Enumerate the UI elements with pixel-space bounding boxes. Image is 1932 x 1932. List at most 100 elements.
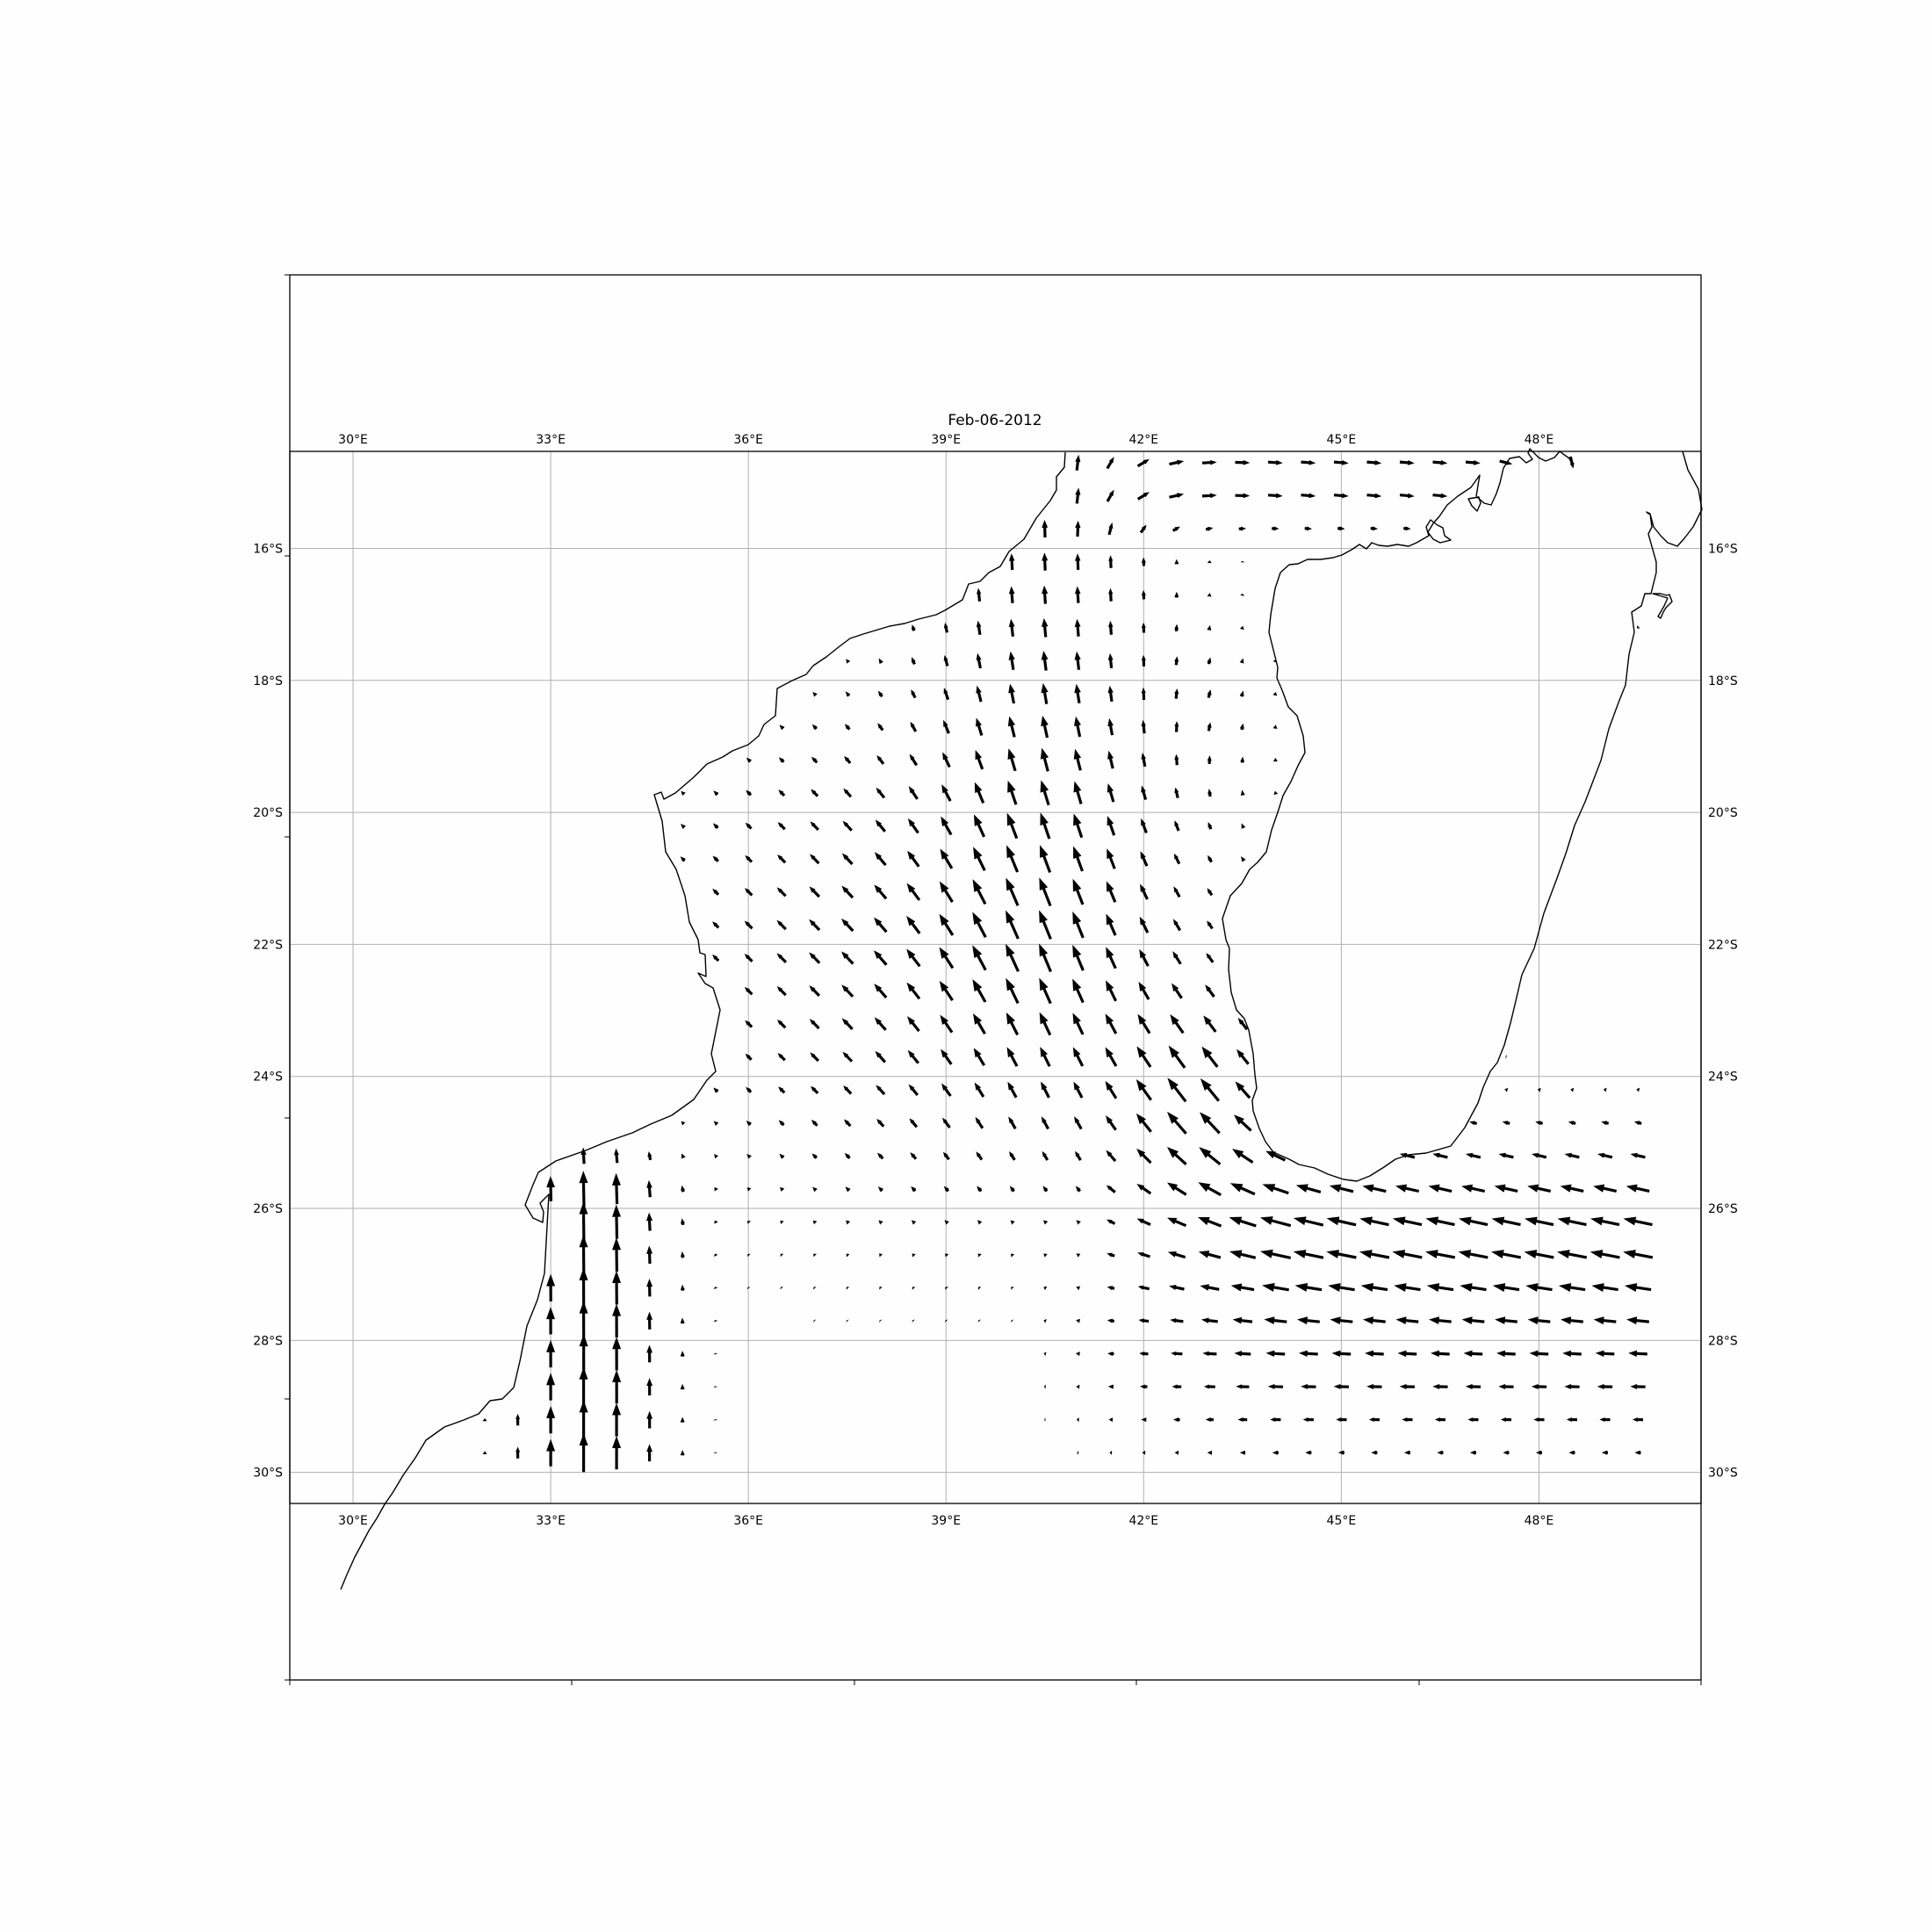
current-arrow [713,1386,718,1388]
current-arrow [1076,1286,1081,1291]
current-arrow [1073,1081,1084,1099]
current-arrow [614,1148,619,1164]
current-arrow [1207,920,1214,930]
current-arrow [1336,1417,1347,1423]
current-arrow [1207,888,1214,897]
current-arrow [811,1153,818,1159]
current-arrow [813,1287,817,1290]
current-arrow [1006,977,1020,1005]
current-arrow [877,690,883,698]
current-arrow [1167,1078,1187,1103]
current-arrow [907,1049,919,1064]
current-arrow [746,789,753,797]
current-arrow [1359,1216,1389,1227]
current-arrow [1141,622,1146,633]
current-arrow [811,756,818,764]
current-arrow [1006,877,1020,906]
current-arrow [680,1351,685,1357]
current-arrow [1399,1152,1416,1159]
current-arrow [811,1085,819,1095]
current-arrow [1006,1047,1019,1067]
current-arrow [744,888,753,897]
current-arrow [1174,656,1179,666]
current-arrow [1141,785,1148,801]
current-arrow [1557,1216,1587,1227]
current-arrow [1139,524,1147,534]
current-arrow [943,1186,950,1193]
current-arrow [1623,1216,1653,1227]
current-arrow [1329,1184,1354,1193]
current-arrow [1272,526,1280,531]
current-arrow [612,1204,622,1239]
current-arrow [713,1287,718,1290]
current-arrow [1208,822,1213,830]
current-arrow [1535,1121,1544,1126]
current-arrow [1173,853,1181,865]
lat-label-right: 22°S [1708,938,1738,952]
current-arrow [777,1053,786,1062]
current-arrow [1073,748,1082,771]
current-arrow [1167,1251,1186,1259]
current-arrow [1503,1450,1510,1455]
current-arrow [1142,1450,1146,1455]
current-arrow [1174,1450,1179,1455]
current-arrow [939,913,955,936]
current-arrow [878,658,883,664]
current-arrow [1637,624,1640,629]
lon-labels-top: 30°E 33°E 36°E 39°E 42°E 45°E 48°E [338,433,1554,447]
current-arrow [1533,1417,1545,1423]
current-arrow [879,1253,883,1258]
current-arrow [1498,1384,1514,1389]
current-arrow [645,1212,653,1231]
current-arrow [977,1319,982,1323]
current-arrow [1072,1013,1085,1035]
current-arrow [1042,1220,1049,1225]
current-arrow [1011,1287,1014,1290]
current-arrow [1138,1318,1150,1323]
current-arrow [973,814,986,838]
current-arrow [874,884,888,900]
current-arrow [1073,846,1085,872]
current-arrow [681,790,686,797]
current-arrow [1302,1417,1314,1423]
current-arrow [1207,755,1212,764]
current-arrow [1272,691,1278,696]
current-arrow [1075,487,1081,504]
current-arrow [1265,1350,1286,1358]
current-arrow [1107,750,1114,769]
current-arrow [1008,618,1015,637]
current-arrow [1502,1121,1510,1126]
current-arrow [1040,747,1049,772]
current-arrow [612,1369,622,1404]
current-arrow [1359,1250,1390,1259]
current-arrow [1492,1283,1520,1292]
current-arrow [876,755,885,765]
lon-label-bottom: 45°E [1327,1514,1357,1528]
current-arrow [1076,1417,1079,1423]
current-arrow [940,848,954,869]
current-arrow [1172,951,1182,965]
current-arrow [612,1237,622,1272]
current-arrow [1239,625,1244,631]
current-arrow [747,1220,752,1224]
current-arrow [943,622,948,633]
current-arrow [680,1417,685,1423]
current-arrow [680,1251,685,1258]
current-arrow [612,1270,622,1305]
current-arrow [1141,719,1146,734]
current-arrow [1397,1350,1417,1358]
current-arrow [1174,624,1179,631]
current-arrow [1431,1350,1450,1358]
current-arrow [746,1086,753,1093]
current-arrow [1392,1216,1423,1227]
current-arrow [646,1245,653,1265]
current-arrow [713,1352,718,1355]
current-arrow [906,948,921,968]
current-arrow [1241,823,1246,829]
current-arrow [1632,1417,1644,1423]
current-arrow [1076,1384,1080,1389]
current-arrow [779,724,785,731]
lon-label-bottom: 30°E [338,1514,368,1528]
current-arrow [1136,458,1150,468]
current-arrow [939,881,954,903]
